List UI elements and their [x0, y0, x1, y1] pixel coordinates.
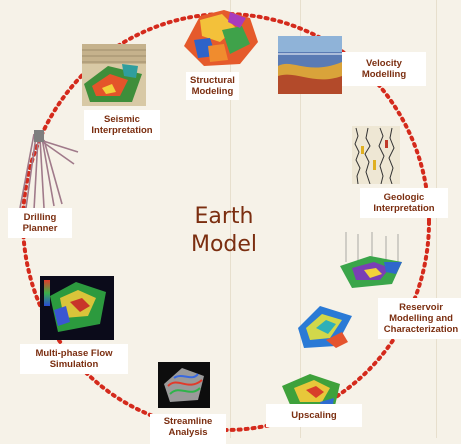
center-title-line2: Model: [190, 232, 258, 257]
stage-label-multiphase: Multi-phase Flow Simulation: [20, 344, 128, 374]
stage-label-seismic: Seismic Interpretation: [84, 110, 160, 140]
stage-label-reservoir: Reservoir Modelling and Characterization: [378, 298, 461, 339]
velocity-model-image: [278, 36, 342, 94]
stage-label-drilling: Drilling Planner: [8, 208, 72, 238]
seismic-cube-image: [82, 44, 146, 106]
stage-label-structural: Structural Modeling: [186, 72, 239, 100]
stage-label-streamline: Streamline Analysis: [150, 414, 226, 444]
background-column: [300, 0, 301, 438]
reservoir-grid-image: [336, 232, 406, 292]
stage-label-upscaling: Upscaling: [266, 404, 362, 427]
stage-label-velocity: Velocity Modelling: [342, 52, 426, 86]
background-column: [436, 0, 437, 438]
well-logs-image: [352, 126, 400, 184]
flow-simulation-image: [40, 276, 114, 340]
structural-model-image: [180, 6, 260, 70]
background-column: [230, 0, 231, 438]
stage-label-geologic: Geologic Interpretation: [360, 188, 448, 218]
center-title-line1: Earth: [194, 204, 254, 229]
reservoir-slab-image: [296, 302, 354, 352]
well-trajectories-image: [14, 124, 82, 214]
streamline-image: [158, 362, 210, 408]
